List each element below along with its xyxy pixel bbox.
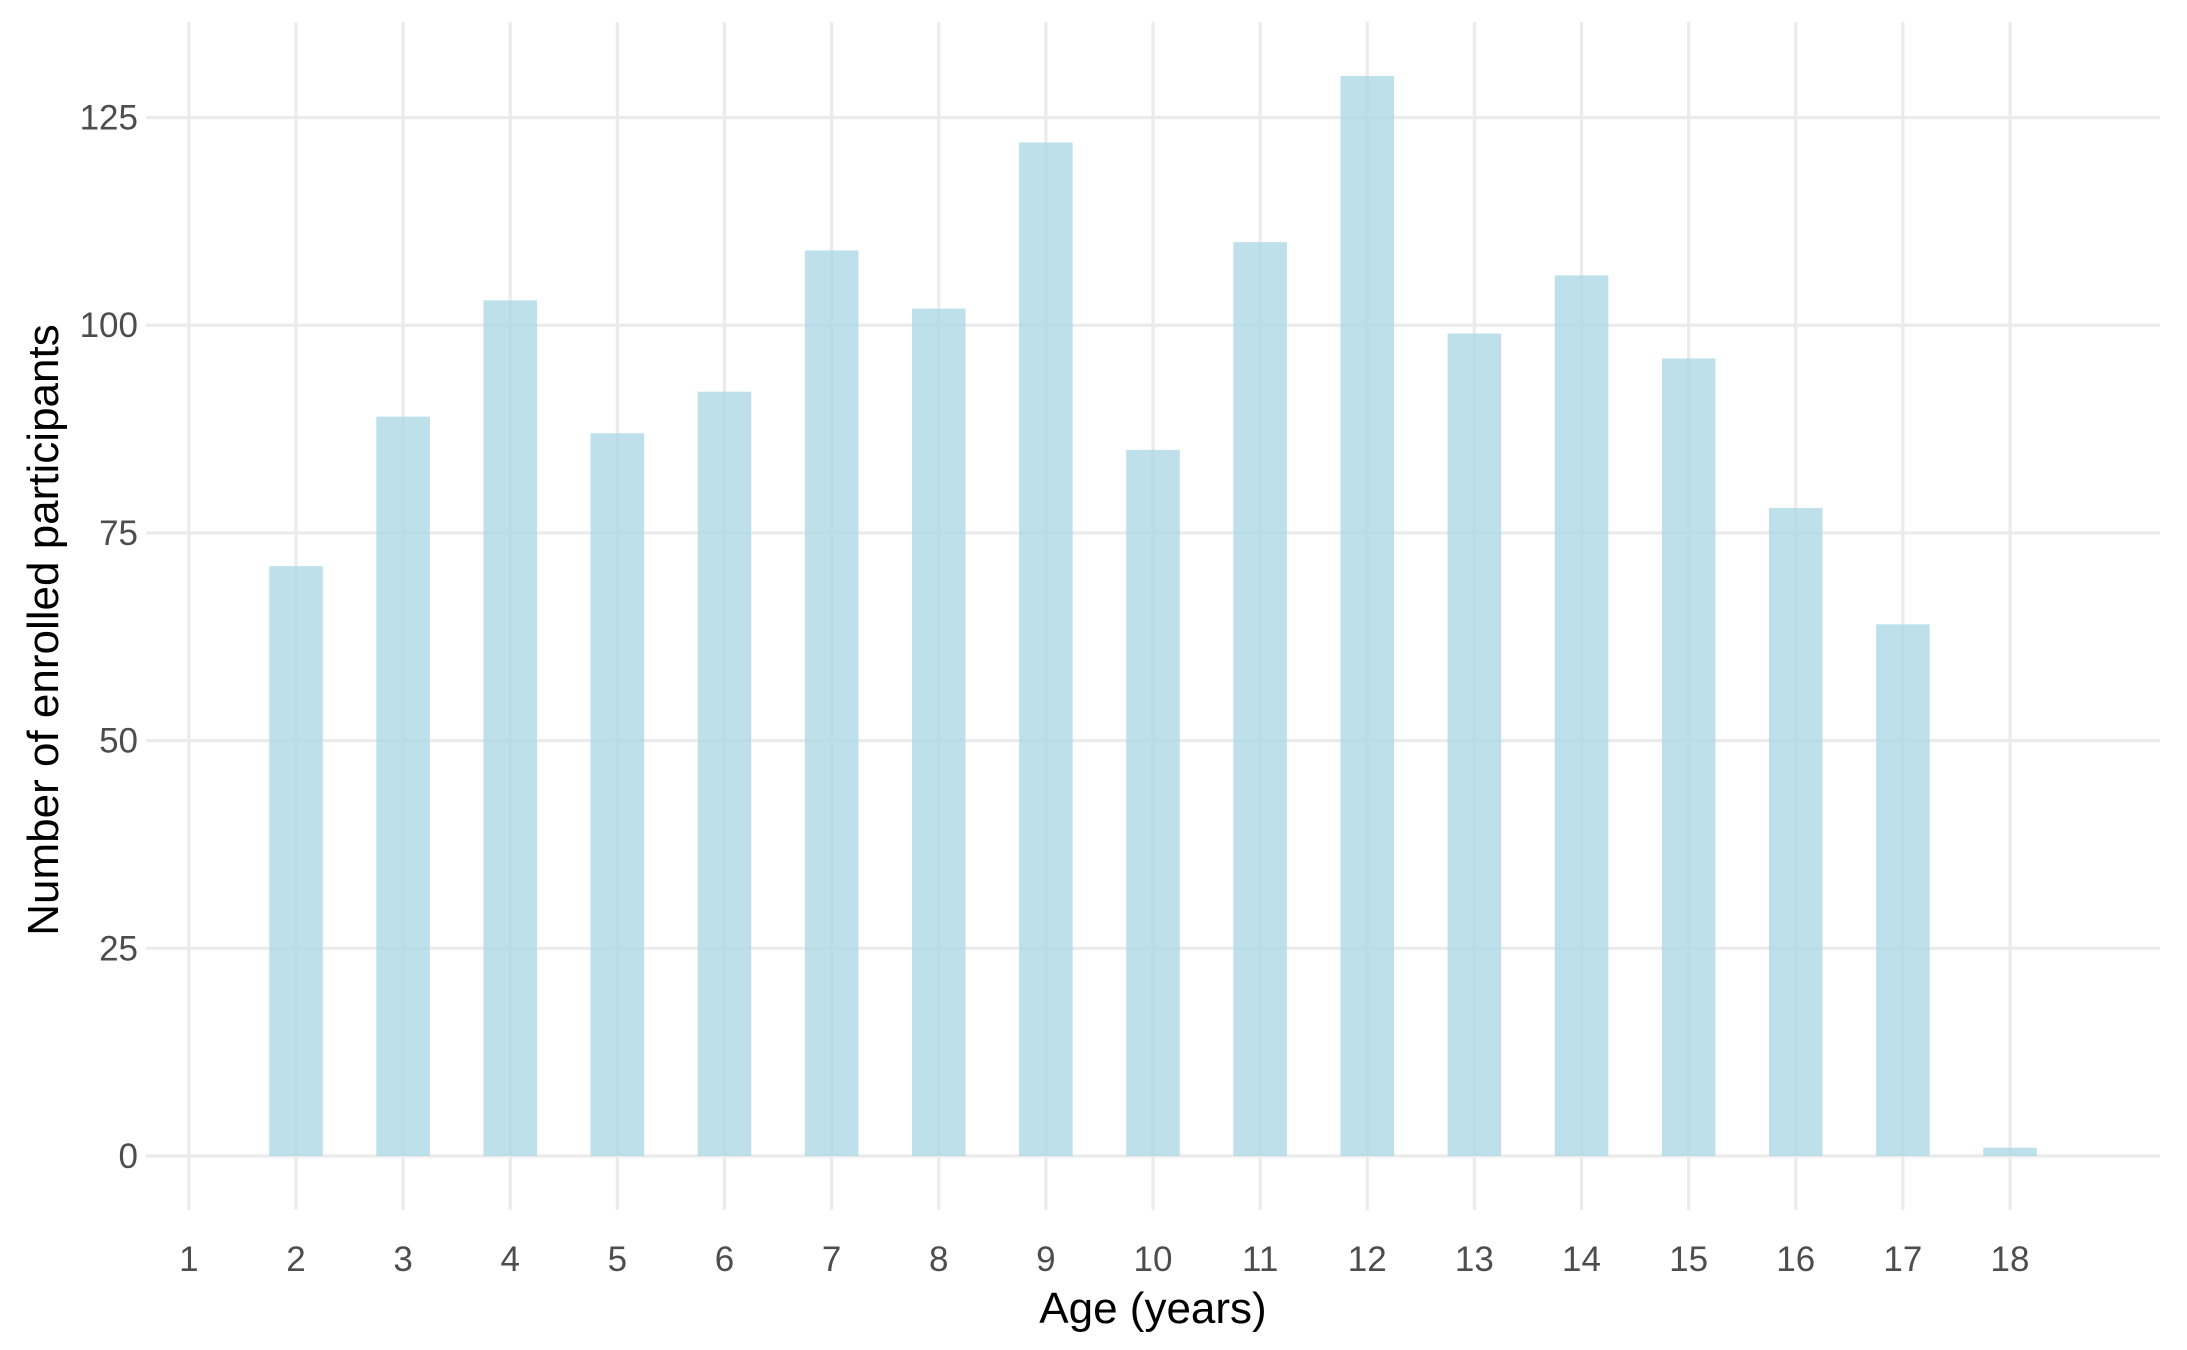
bar-age-13 — [1447, 333, 1502, 1156]
x-tick-label: 15 — [1669, 1240, 1708, 1279]
x-tick-label: 1 — [179, 1240, 198, 1279]
x-tick-label: 17 — [1883, 1240, 1922, 1279]
bar-age-12 — [1340, 76, 1395, 1156]
y-tick-label: 50 — [99, 722, 138, 761]
bar-age-18 — [1983, 1147, 2037, 1156]
bar-age-5 — [590, 433, 645, 1156]
x-tick-label: 10 — [1134, 1240, 1173, 1279]
bar-age-11 — [1233, 242, 1287, 1157]
bar-age-16 — [1768, 508, 1823, 1156]
y-tick-label: 25 — [99, 929, 138, 968]
bar-age-6 — [697, 391, 752, 1156]
x-tick-label: 7 — [822, 1240, 841, 1279]
y-tick-label: 100 — [80, 306, 138, 345]
x-axis-ticks: 1 2 3 4 5 6 7 8 9 10 11 12 13 14 15 16 17 18 — [179, 1240, 2029, 1279]
x-tick-label: 5 — [608, 1240, 627, 1279]
y-tick-label: 125 — [80, 99, 138, 138]
bar-age-7 — [804, 250, 859, 1156]
x-tick-label: 3 — [393, 1240, 412, 1279]
bar-age-14 — [1554, 275, 1609, 1156]
bar-age-15 — [1661, 358, 1716, 1156]
x-tick-label: 4 — [500, 1240, 519, 1279]
y-tick-label: 0 — [119, 1137, 138, 1176]
bar-age-17 — [1876, 624, 1930, 1156]
bar-age-3 — [376, 416, 430, 1157]
x-tick-label: 2 — [286, 1240, 305, 1279]
x-tick-label: 9 — [1036, 1240, 1055, 1279]
x-axis-title: Age (years) — [1039, 1284, 1266, 1333]
y-axis-title: Number of enrolled participants — [19, 324, 68, 935]
x-tick-label: 13 — [1455, 1240, 1494, 1279]
bar-age-10 — [1126, 449, 1180, 1156]
y-tick-label: 75 — [99, 514, 138, 553]
x-tick-label: 18 — [1991, 1240, 2030, 1279]
x-tick-label: 8 — [929, 1240, 948, 1279]
x-tick-label: 6 — [715, 1240, 734, 1279]
x-tick-label: 14 — [1562, 1240, 1601, 1279]
bar-age-4 — [483, 300, 538, 1156]
x-tick-label: 11 — [1242, 1240, 1278, 1279]
bar-age-9 — [1019, 142, 1073, 1156]
bars — [269, 76, 2037, 1157]
y-axis-ticks: 0 25 50 75 100 125 — [80, 99, 138, 1176]
x-tick-label: 12 — [1348, 1240, 1387, 1279]
x-tick-label: 16 — [1776, 1240, 1815, 1279]
bar-age-8 — [911, 308, 966, 1157]
bar-age-2 — [269, 566, 323, 1156]
